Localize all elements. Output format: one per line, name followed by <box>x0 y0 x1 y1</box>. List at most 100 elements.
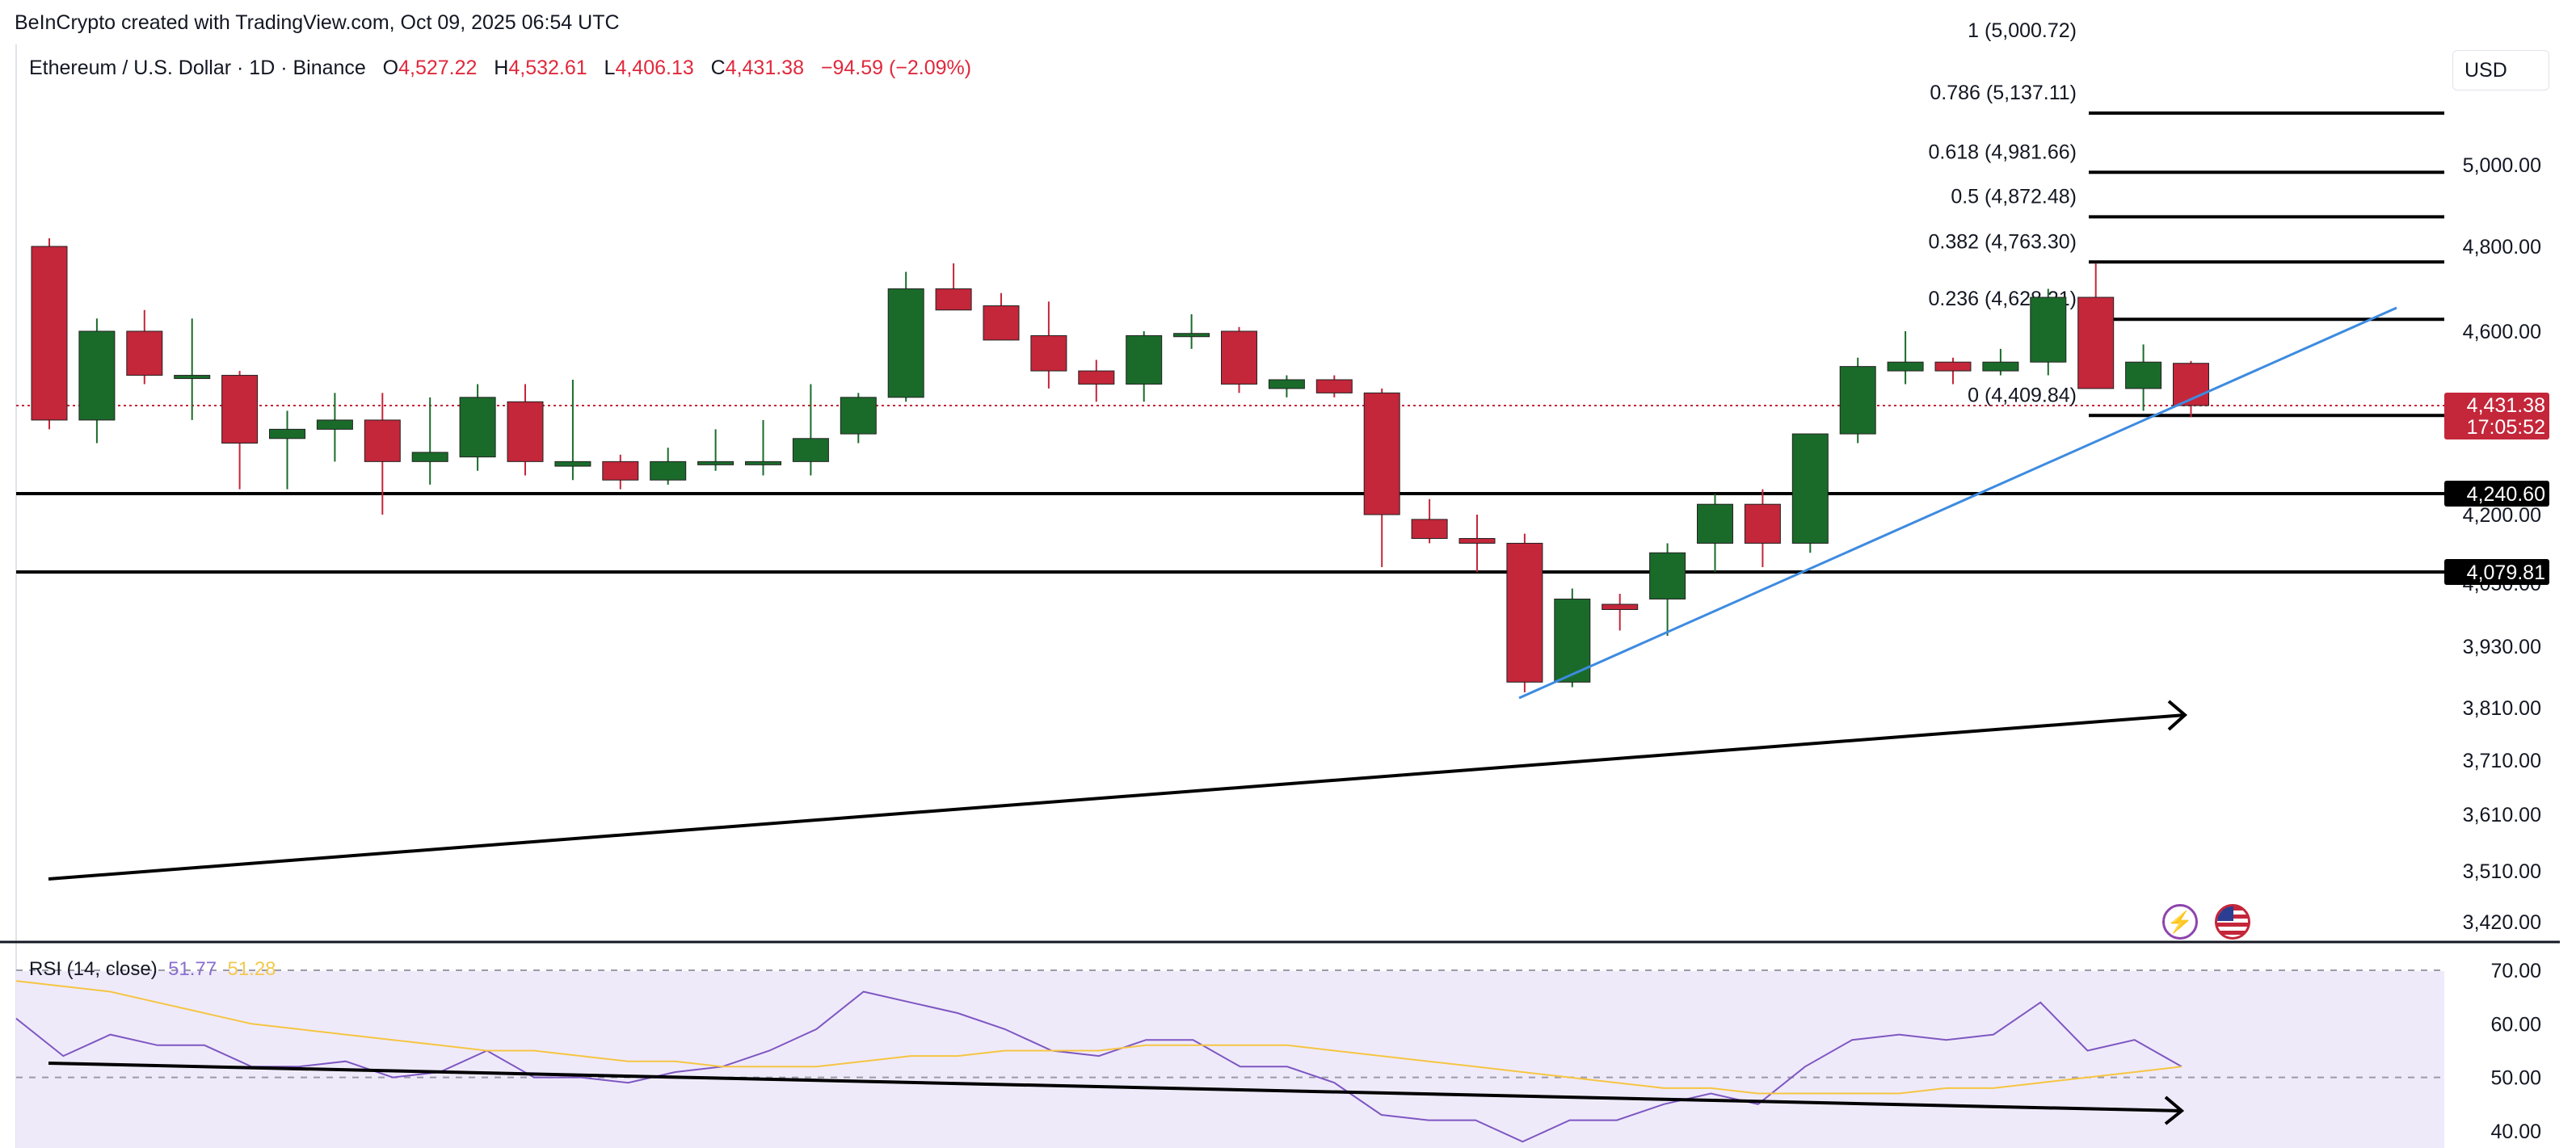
candle-body[interactable] <box>1602 603 1639 610</box>
candle-body[interactable] <box>364 419 401 462</box>
us-flag-icon[interactable] <box>2215 904 2250 940</box>
rsi-value: 51.77 <box>168 958 217 980</box>
candle-body[interactable] <box>1649 552 1686 599</box>
rsi-title: RSI (14, close) <box>29 958 158 980</box>
price-tick-label: 4,200.00 <box>2463 504 2541 527</box>
candle-body[interactable] <box>1887 361 1924 372</box>
current-price-text: 4,431.38 <box>2467 394 2545 417</box>
close-value: 4,431.38 <box>725 57 804 79</box>
price-tick-label: 4,600.00 <box>2463 321 2541 343</box>
long-term-uptrend-arrow[interactable] <box>48 713 2186 881</box>
arrowhead <box>2167 700 2188 731</box>
candle-body[interactable] <box>840 397 877 435</box>
level-badge-text: 4,079.81 <box>2467 561 2545 584</box>
candle-body[interactable] <box>78 330 116 421</box>
candle-body[interactable] <box>792 438 829 462</box>
candle-body[interactable] <box>1411 519 1448 540</box>
rsi-tick-label: 60.00 <box>2490 1013 2541 1036</box>
candle-body[interactable] <box>411 452 448 462</box>
low-label: L <box>604 57 616 79</box>
price-tick-label: 3,510.00 <box>2463 860 2541 883</box>
high-value: 4,532.61 <box>508 57 587 79</box>
price-tick-label: 3,610.00 <box>2463 804 2541 826</box>
ascending-trendline[interactable] <box>1518 306 2397 700</box>
candle-body[interactable] <box>745 460 781 465</box>
price-tick-label: 3,420.00 <box>2463 911 2541 934</box>
candle-body[interactable] <box>1982 361 2019 372</box>
price-tick-label: 3,930.00 <box>2463 636 2541 658</box>
candle-body[interactable] <box>2125 361 2162 389</box>
candle-body[interactable] <box>1458 538 1496 544</box>
candle-body[interactable] <box>1934 361 1972 372</box>
candle-body[interactable] <box>507 401 544 462</box>
level-badge <box>2444 559 2549 585</box>
candle-body[interactable] <box>1126 334 1163 385</box>
candle-body[interactable] <box>1506 542 1543 683</box>
candle-body[interactable] <box>983 305 1020 341</box>
candle-body[interactable] <box>2030 296 2067 363</box>
candle-body[interactable] <box>887 288 924 398</box>
candles <box>31 238 2209 692</box>
candle-body[interactable] <box>31 246 68 421</box>
candle-body[interactable] <box>1839 366 1876 435</box>
horizontal-levels <box>16 405 2444 574</box>
candle-body[interactable] <box>1554 599 1591 683</box>
level-badge <box>2444 481 2549 507</box>
rsi-legend: RSI (14, close) 51.77 51.28 <box>29 958 276 981</box>
candle-body[interactable] <box>1363 392 1400 515</box>
rsi-band <box>16 971 2444 1148</box>
open-value: 4,527.22 <box>398 57 478 79</box>
candle-body[interactable] <box>174 375 211 380</box>
fib-level-label: 0 (4,409.84) <box>1968 384 2077 406</box>
fib-level-label: 0.382 (4,763.30) <box>1929 230 2077 253</box>
candle-body[interactable] <box>554 460 591 467</box>
fib-level-label: 0.786 (5,137.11) <box>1930 82 2077 104</box>
lightning-icon[interactable]: ⚡ <box>2162 904 2198 940</box>
close-label: C <box>710 57 726 79</box>
candle-body[interactable] <box>221 375 259 444</box>
candle-body[interactable] <box>697 460 734 465</box>
candle-body[interactable] <box>1268 379 1305 389</box>
trendlines <box>48 306 2397 881</box>
rsi-tick-label: 40.00 <box>2490 1121 2541 1143</box>
candle-body[interactable] <box>269 428 305 439</box>
fib-level-label: 0.618 (4,981.66) <box>1929 141 2077 163</box>
currency-button[interactable]: USD <box>2452 50 2549 90</box>
candle-body[interactable] <box>1697 503 1733 544</box>
rsi-ma-line <box>15 980 2182 1095</box>
price-tick-label: 4,800.00 <box>2463 236 2541 259</box>
fib-level-label: 0.5 (4,872.48) <box>1951 185 2077 208</box>
candle-body[interactable] <box>1030 334 1067 372</box>
candle-body[interactable] <box>316 419 353 430</box>
price-axis: 5,000.004,800.004,600.004,200.004,050.00… <box>2463 154 2541 934</box>
attribution-text: BeInCrypto created with TradingView.com,… <box>15 11 620 34</box>
candle-body[interactable] <box>650 460 687 481</box>
change-value: −94.59 (−2.09%) <box>820 57 972 79</box>
candle-body[interactable] <box>459 397 496 458</box>
candle-body[interactable] <box>1315 379 1353 393</box>
high-label: H <box>494 57 509 79</box>
candle-body[interactable] <box>602 460 639 481</box>
fibonacci-levels: 0.786 (5,137.11) 0.618 (4,981.66) 0.5 (4,8… <box>1929 82 2444 418</box>
candle-body[interactable] <box>2077 296 2115 389</box>
price-tick-label: 5,000.00 <box>2463 154 2541 177</box>
candle-body[interactable] <box>1078 370 1115 385</box>
current-price-badge <box>2444 393 2549 439</box>
candle-body[interactable] <box>1791 433 1829 544</box>
candle-body[interactable] <box>1744 503 1781 544</box>
symbol-legend: Ethereum / U.S. Dollar · 1D · Binance O4… <box>29 57 971 80</box>
candle-body[interactable] <box>1221 330 1257 385</box>
candle-body[interactable] <box>935 288 972 311</box>
fib-1-label-clipped: 1 (5,000.72) <box>1968 19 2077 42</box>
rsi-arrowhead <box>2164 1095 2185 1125</box>
candle-body[interactable] <box>126 330 163 376</box>
symbol-name: Ethereum / U.S. Dollar · 1D · Binance <box>29 57 366 79</box>
countdown-text: 17:05:52 <box>2467 416 2545 439</box>
rsi-pane: 70.00 60.00 50.00 40.00 <box>15 960 2541 1143</box>
level-badge-text: 4,240.60 <box>2467 483 2545 506</box>
candle-body[interactable] <box>1173 333 1210 338</box>
rsi-divergence-arrow[interactable] <box>48 1062 2182 1112</box>
